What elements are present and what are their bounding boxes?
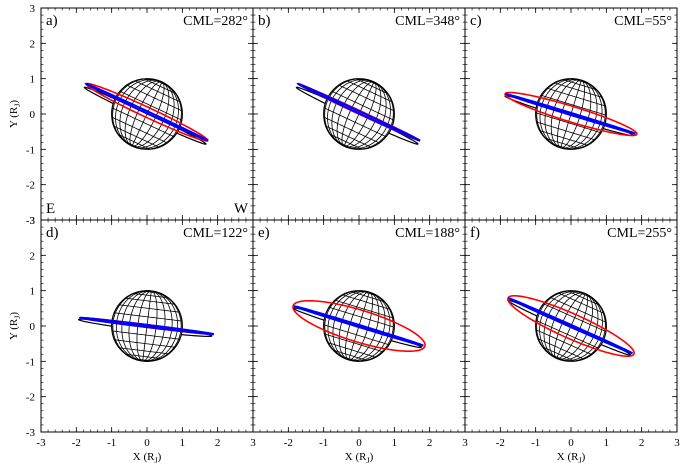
panel-plot-area: [507, 290, 635, 362]
x-tick-label: -2: [72, 437, 81, 449]
y-tick-label: -3: [26, 215, 36, 227]
planet-longitude-line: [560, 80, 582, 148]
cml-label: CML=188°: [395, 226, 460, 241]
planet-longitude-line: [142, 290, 152, 362]
y-tick-label: 2: [30, 38, 36, 50]
blue-orbit: [507, 297, 634, 355]
x-tick-label: -1: [531, 437, 540, 449]
planet-longitude-line: [128, 290, 152, 362]
x-axis-label: X (RJ): [557, 451, 586, 465]
y-tick-label: -2: [26, 180, 35, 192]
panel-label: f): [470, 225, 480, 241]
x-tick-label: 1: [180, 437, 186, 449]
planet-longitude-line: [142, 290, 158, 362]
x-tick-label: 1: [392, 437, 398, 449]
x-tick-label: 3: [250, 437, 256, 449]
planet-longitude-line: [348, 291, 373, 361]
panel-c: c) CML=55°: [464, 7, 678, 221]
blue-orbit: [84, 82, 209, 142]
panel-label: b): [258, 13, 271, 29]
cml-label: CML=255°: [607, 226, 672, 241]
x-tick-label: -3: [36, 437, 46, 449]
planet-longitude-line: [348, 291, 380, 361]
x-tick-label: 2: [427, 437, 433, 449]
cml-label: CML=55°: [614, 14, 672, 29]
panel-label: c): [470, 13, 482, 29]
x-tick-label: 3: [674, 437, 680, 449]
panel-label: e): [258, 225, 270, 241]
y-axis-label: Y (RJ): [8, 100, 22, 128]
y-tick-label: -1: [26, 144, 35, 156]
x-tick-label: 0: [568, 437, 574, 449]
y-tick-label: 3: [30, 3, 36, 15]
panel-b: b) CML=348°: [252, 7, 466, 221]
y-tick-label: -2: [26, 392, 35, 404]
x-tick-label: -2: [284, 437, 293, 449]
planet-longitude-line: [142, 290, 166, 362]
planet-longitude-line: [338, 291, 370, 361]
panel-label: d): [46, 225, 59, 241]
blue-orbit: [292, 305, 424, 347]
planet-longitude-line: [556, 293, 586, 359]
x-tick-label: 2: [215, 437, 221, 449]
y-tick-label: 0: [30, 321, 36, 333]
east-label: E: [46, 201, 55, 217]
planet-longitude-line: [550, 79, 582, 149]
x-axis-label: X (RJ): [345, 451, 374, 465]
west-label: W: [234, 201, 249, 217]
panel-plot-area: [295, 78, 421, 150]
y-tick-label: -3: [26, 427, 36, 439]
x-tick-label: 3: [462, 437, 468, 449]
y-tick-label: 0: [30, 109, 36, 121]
planet-longitude-line: [557, 79, 582, 149]
y-tick-label: 1: [30, 286, 36, 298]
planet-longitude-line: [556, 293, 594, 360]
x-tick-label: -1: [319, 437, 328, 449]
panel-plot-area: [77, 290, 215, 362]
panel-plot-area: [292, 290, 426, 362]
cml-label: CML=282°: [183, 14, 248, 29]
y-tick-label: -1: [26, 356, 35, 368]
blue-orbit: [296, 82, 421, 142]
blue-orbit: [78, 316, 215, 336]
x-tick-label: 0: [144, 437, 150, 449]
planet-longitude-line: [348, 292, 370, 360]
cml-label: CML=348°: [395, 14, 460, 29]
panel-f: -2 -1 0 1 2 3 X (RJ) f) CML=255°: [464, 219, 680, 465]
y-tick-label: 2: [30, 250, 36, 262]
blue-orbit: [504, 93, 636, 135]
planet-longitude-line: [136, 290, 152, 362]
x-tick-label: -2: [496, 437, 505, 449]
planet-longitude-line: [556, 293, 589, 359]
x-tick-label: 1: [604, 437, 610, 449]
panel-d: -3 -2 -1 0 1 2 3 Y (RJ) -3 -2 -1 0 1 2 3 X (RJ) d) CML=12…: [8, 215, 256, 465]
panel-a: -3 -2 -1 0 1 2 3 Y (RJ) a) CML=282° E W: [8, 3, 254, 227]
x-axis-label: X (RJ): [133, 451, 162, 465]
planet-longitude-line: [560, 79, 585, 149]
planet-longitude-line: [560, 79, 592, 149]
y-tick-label: 1: [30, 74, 36, 86]
x-tick-label: 0: [356, 437, 362, 449]
y-tick-label: 3: [30, 215, 36, 227]
panel-plot-area: [83, 78, 209, 150]
planet-longitude-line: [548, 292, 586, 359]
panel-label: a): [46, 13, 58, 29]
planet-longitude-line: [345, 291, 370, 361]
x-tick-label: 2: [639, 437, 645, 449]
panel-e: -2 -1 0 1 2 3 X (RJ) e) CML=188°: [252, 219, 468, 465]
planet-longitude-line: [553, 293, 586, 359]
x-tick-label: -1: [107, 437, 116, 449]
y-axis-label: Y (RJ): [8, 312, 22, 340]
panel-plot-area: [504, 78, 638, 150]
cml-label: CML=122°: [183, 226, 248, 241]
